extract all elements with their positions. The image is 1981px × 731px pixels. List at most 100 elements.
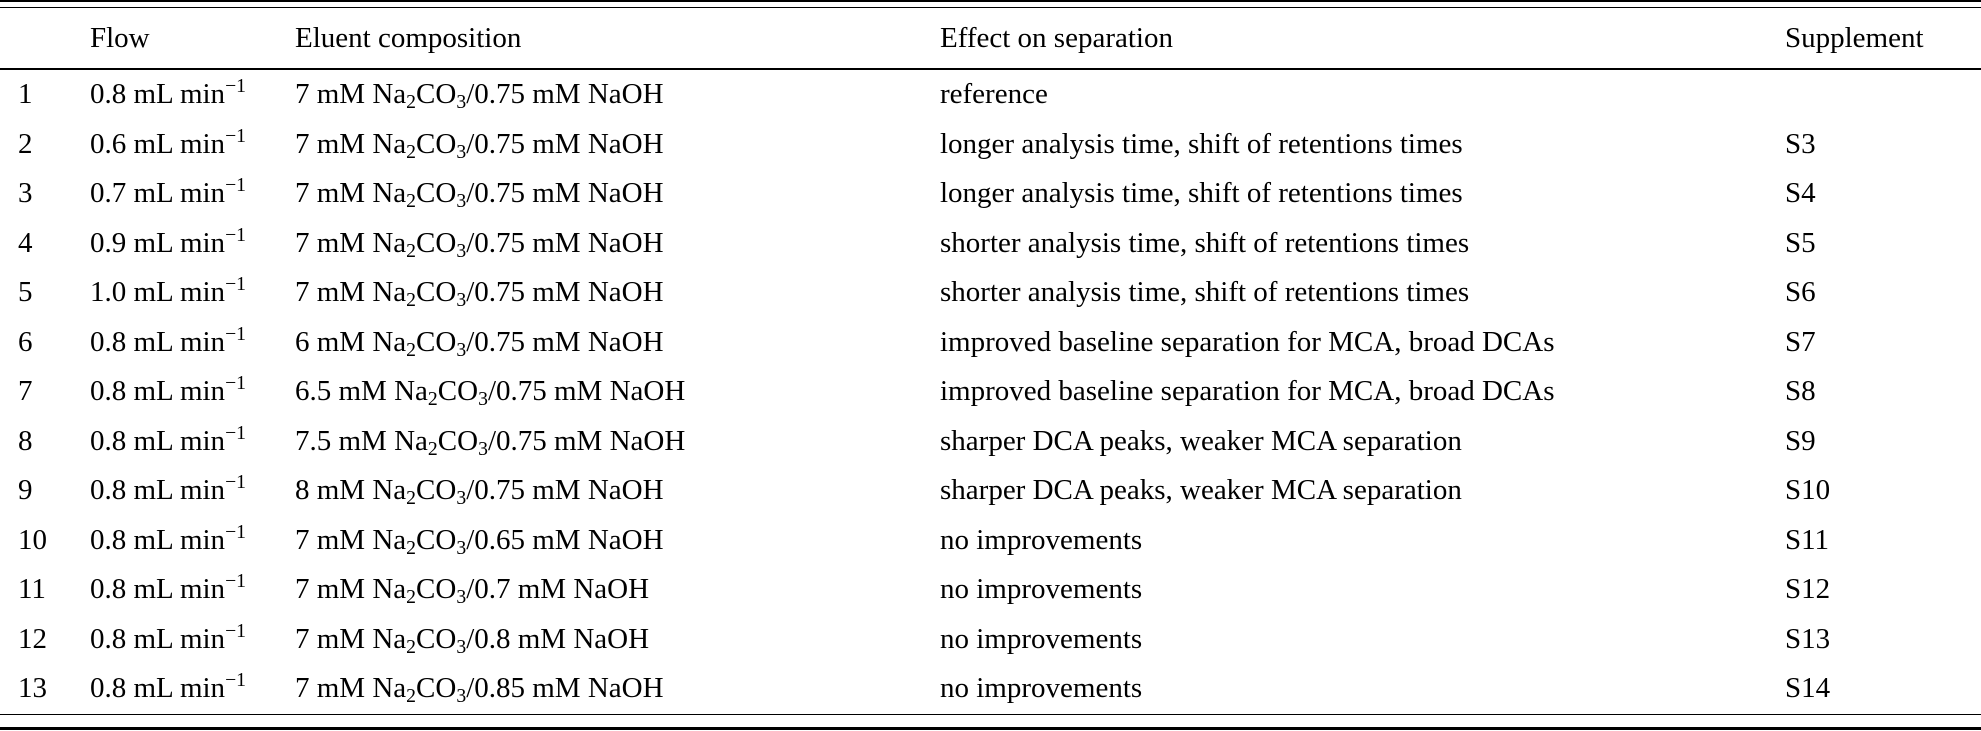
eluent-cell: 6 mM Na2CO3/0.75 mM NaOH [295,318,940,368]
table-row: 11 0.8 mL min−1 7 mM Na2CO3/0.7 mM NaOH … [0,565,1981,615]
flow-unit: mL min [126,622,226,655]
supplement-label: S5 [1785,226,1816,259]
co-subscript: 3 [456,536,467,559]
supplement-label: S11 [1785,523,1830,556]
row-number-cell: 11 [0,565,90,615]
col-header-effect: Effect on separation [940,8,1785,70]
slash-separator: / [466,672,475,705]
na-subscript: 2 [406,91,417,114]
row-number: 12 [18,622,47,655]
effect-text: no improvements [940,573,1143,606]
naoh-unit: mM NaOH [525,127,664,160]
effect-cell: no improvements [940,664,1785,714]
supplement-label: S13 [1785,622,1831,655]
na2co3-unit: mM Na [331,375,428,408]
co-subscript: 3 [456,487,467,510]
table-row: 3 0.7 mL min−1 7 mM Na2CO3/0.75 mM NaOH … [0,169,1981,219]
slash-separator: / [487,375,496,408]
naoh-concentration: 0.75 [474,78,525,111]
flow-unit: mL min [126,226,226,259]
flow-unit: mL min [126,276,226,309]
supplement-cell: S11 [1785,516,1981,566]
na2co3-concentration: 8 [295,474,310,507]
slash-separator: / [466,622,475,655]
flow-unit: mL min [126,573,226,606]
flow-cell: 0.6 mL min−1 [90,120,295,170]
effect-cell: no improvements [940,516,1785,566]
eluent-cell: 7 mM Na2CO3/0.75 mM NaOH [295,169,940,219]
supplement-cell: S10 [1785,466,1981,516]
eluent-cell: 7.5 mM Na2CO3/0.75 mM NaOH [295,417,940,467]
naoh-concentration: 0.85 [474,672,525,705]
row-number-cell: 7 [0,367,90,417]
flow-exponent: −1 [225,669,247,692]
co-label: CO [416,78,457,111]
na-subscript: 2 [406,635,417,658]
table-row: 2 0.6 mL min−1 7 mM Na2CO3/0.75 mM NaOH … [0,120,1981,170]
naoh-concentration: 0.75 [496,424,547,457]
row-number-cell: 6 [0,318,90,368]
top-rule-thick [0,0,1981,2]
na2co3-unit: mM Na [309,622,407,655]
co-subscript: 3 [456,685,467,708]
row-number-cell: 13 [0,664,90,714]
supplement-label: S6 [1785,276,1816,309]
na2co3-concentration: 7 [295,78,310,111]
na-subscript: 2 [406,685,417,708]
eluent-cell: 7 mM Na2CO3/0.65 mM NaOH [295,516,940,566]
flow-unit: mL min [126,474,226,507]
naoh-unit: mM NaOH [510,573,650,606]
na2co3-unit: mM Na [309,474,407,507]
flow-value: 0.9 [90,226,127,259]
row-number: 4 [18,226,33,259]
flow-unit: mL min [126,325,226,358]
co-label: CO [416,325,457,358]
eluent-cell: 7 mM Na2CO3/0.85 mM NaOH [295,664,940,714]
eluent-cell: 7 mM Na2CO3/0.75 mM NaOH [295,69,940,120]
row-number-cell: 1 [0,69,90,120]
flow-exponent: −1 [225,75,247,98]
supplement-label: S3 [1785,127,1816,160]
slash-separator: / [466,177,475,210]
eluent-cell: 7 mM Na2CO3/0.75 mM NaOH [295,268,940,318]
flow-value: 0.8 [90,424,127,457]
naoh-concentration: 0.75 [474,325,525,358]
flow-value: 0.8 [90,474,127,507]
naoh-unit: mM NaOH [525,78,664,111]
naoh-unit: mM NaOH [525,276,664,309]
co-label: CO [437,424,479,457]
naoh-unit: mM NaOH [525,523,664,556]
row-number: 6 [18,325,33,358]
row-number-cell: 5 [0,268,90,318]
flow-value: 0.8 [90,672,127,705]
co-subscript: 3 [478,388,488,411]
co-label: CO [416,474,457,507]
naoh-unit: mM NaOH [525,672,664,705]
naoh-unit: mM NaOH [510,622,650,655]
na2co3-concentration: 7 [295,622,310,655]
flow-value: 0.8 [90,573,127,606]
slash-separator: / [487,424,496,457]
table-row: 1 0.8 mL min−1 7 mM Na2CO3/0.75 mM NaOH … [0,69,1981,120]
effect-cell: longer analysis time, shift of retention… [940,169,1785,219]
na-subscript: 2 [406,586,417,609]
flow-value: 0.8 [90,523,127,556]
row-number: 8 [18,424,33,457]
na2co3-unit: mM Na [309,226,407,259]
effect-cell: reference [940,69,1785,120]
supplement-cell: S5 [1785,219,1981,269]
effect-cell: no improvements [940,565,1785,615]
na2co3-unit: mM Na [309,523,407,556]
slash-separator: / [466,127,475,160]
table-row: 6 0.8 mL min−1 6 mM Na2CO3/0.75 mM NaOH … [0,318,1981,368]
effect-cell: sharper DCA peaks, weaker MCA separation [940,417,1785,467]
naoh-concentration: 0.65 [474,523,525,556]
effect-text: longer analysis time, shift of retention… [940,127,1463,160]
supplement-cell: S4 [1785,169,1981,219]
effect-text: reference [940,78,1048,111]
naoh-concentration: 0.75 [496,375,547,408]
co-label: CO [416,573,457,606]
naoh-unit: mM NaOH [525,474,664,507]
na-subscript: 2 [427,437,438,460]
